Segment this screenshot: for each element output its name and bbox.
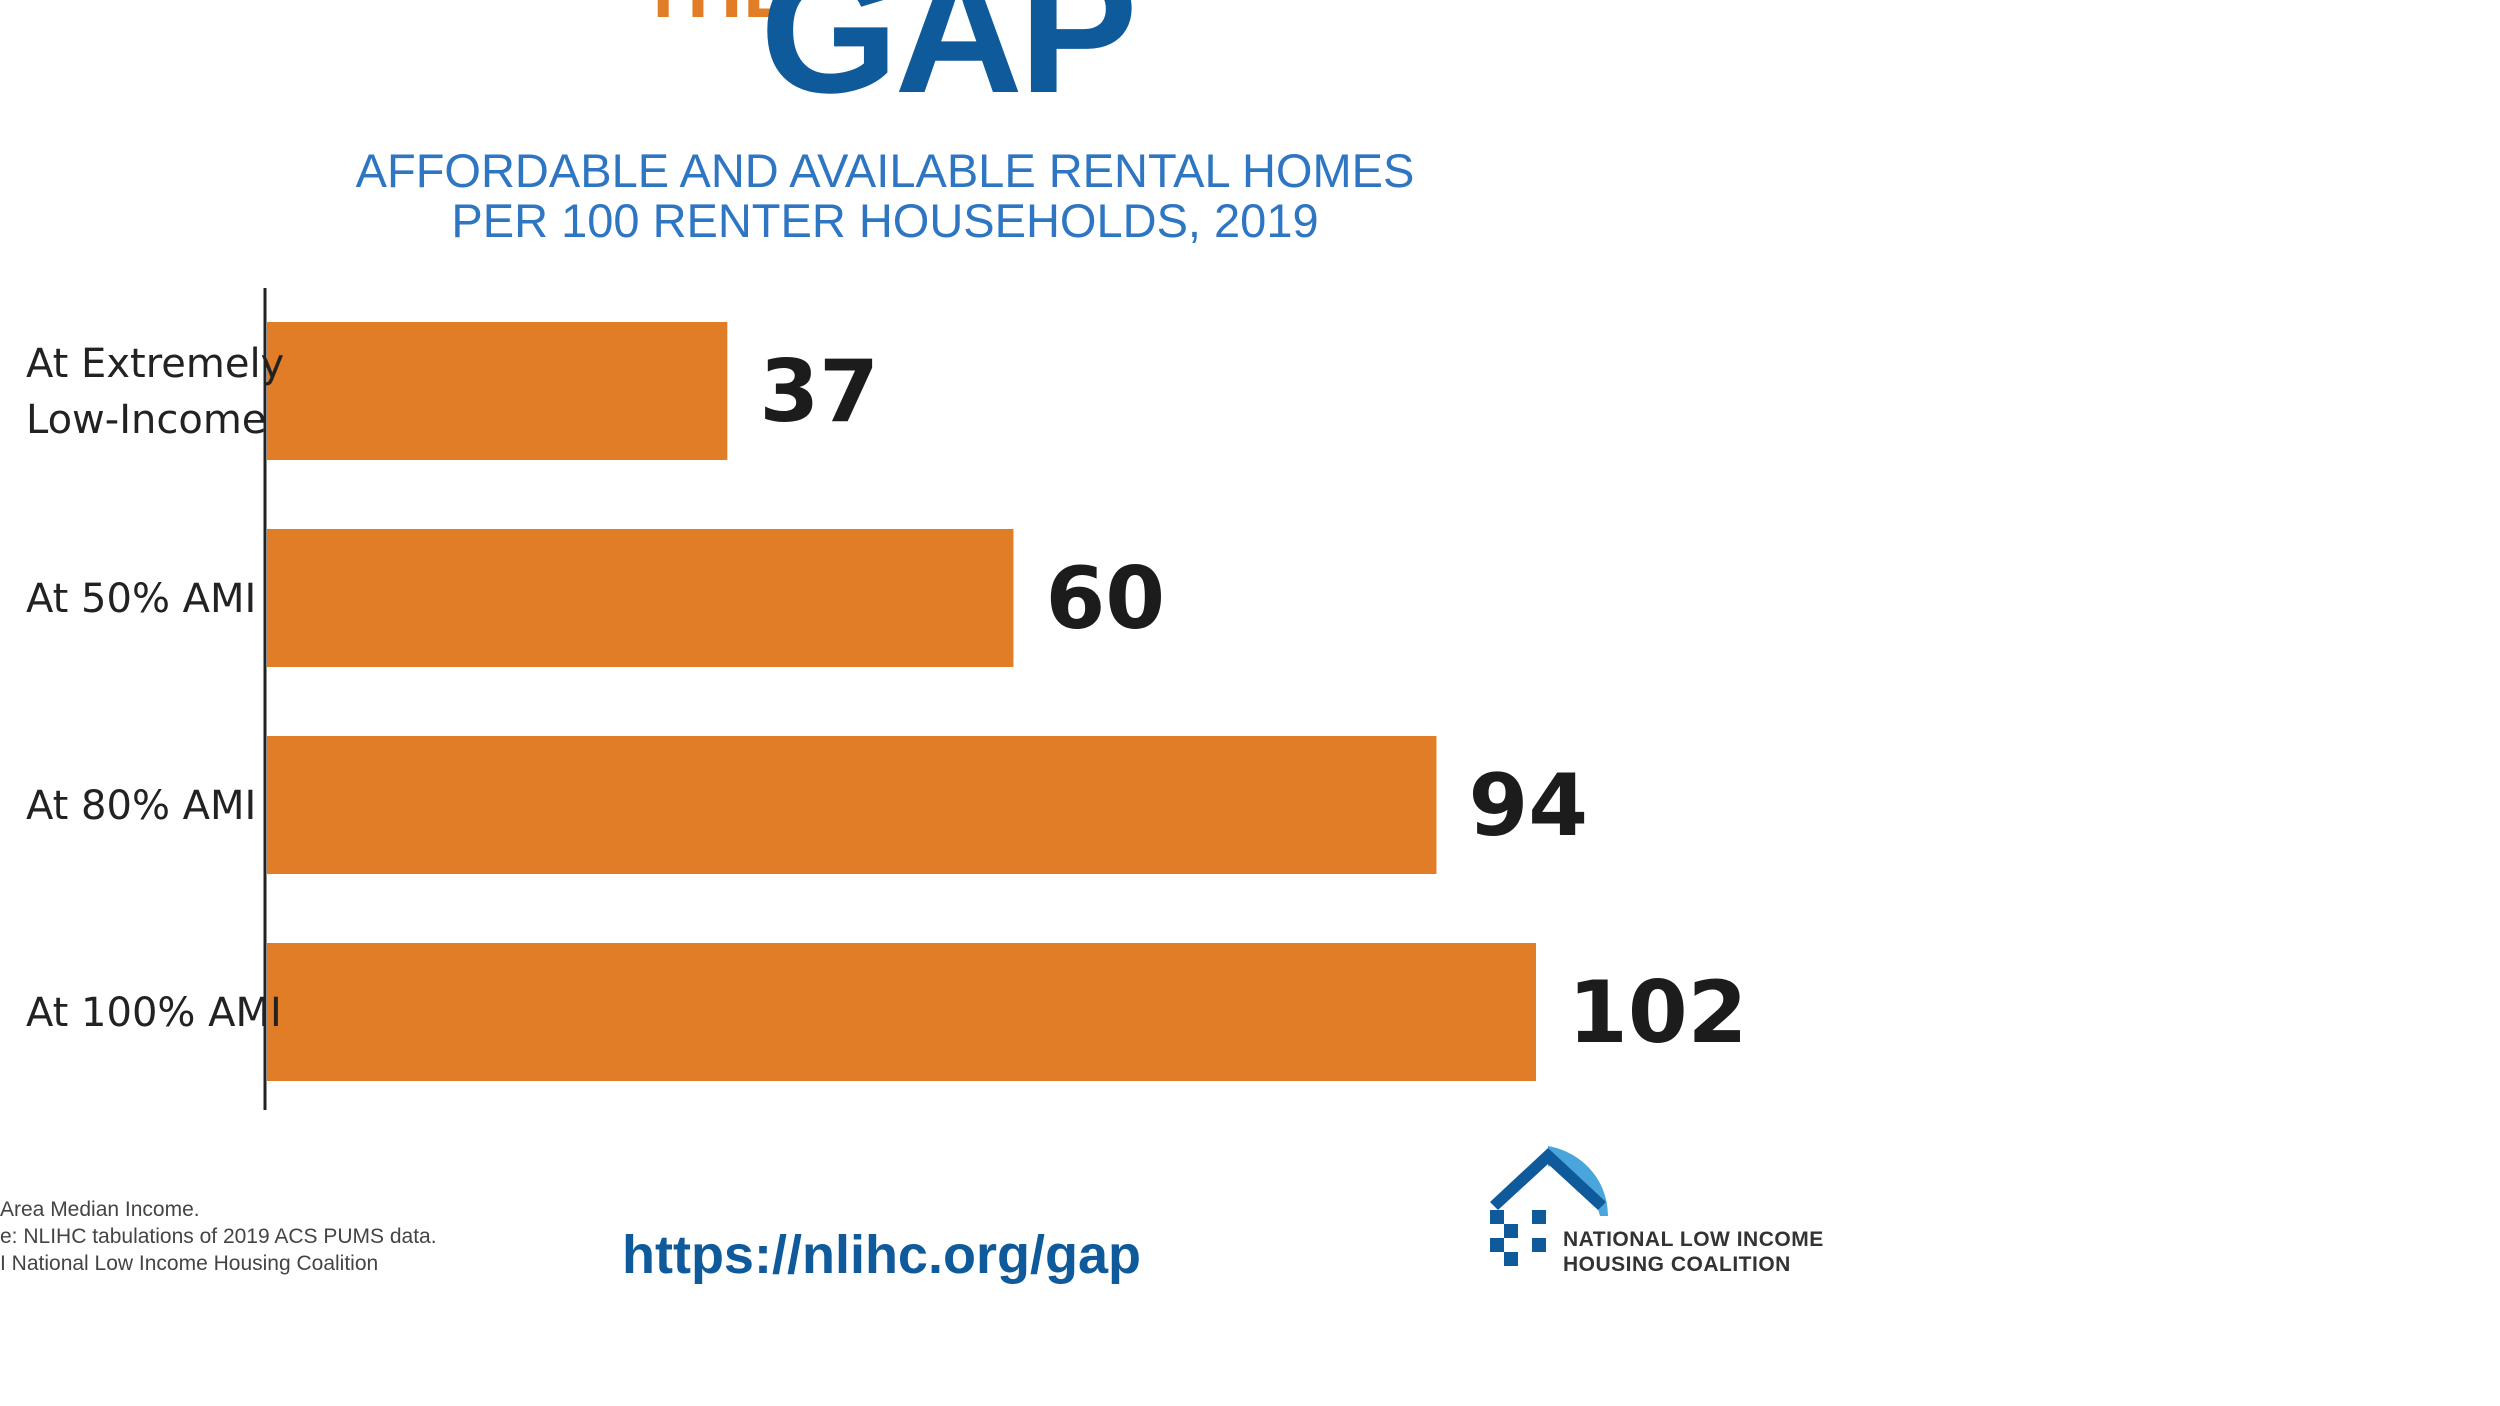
title-brand: GAP: [760, 0, 1138, 130]
footnote-ami: Area Median Income.: [0, 1198, 200, 1221]
bar-2: [267, 736, 1437, 874]
category-label-2: At 80% AMI: [26, 783, 256, 829]
bar-3: [267, 943, 1536, 1081]
logo-text-line2: HOUSING COALITION: [1563, 1253, 1791, 1276]
value-label-0: 37: [759, 342, 879, 442]
source-link[interactable]: https://nlihc.org/gap: [622, 1225, 1141, 1285]
category-label-0-line1: Low-Income: [26, 397, 266, 443]
category-label-0-line0: At Extremely: [26, 341, 284, 387]
footnote-source: e: NLIHC tabulations of 2019 ACS PUMS da…: [0, 1225, 437, 1248]
chart-subtitle-line2: PER 100 RENTER HOUSEHOLDS, 2019: [451, 194, 1319, 247]
value-label-3: 102: [1568, 963, 1748, 1063]
title-kicker: THE: [640, 0, 795, 35]
house-roof-logo-icon: [1490, 1146, 1608, 1266]
footnote-credit: I National Low Income Housing Coalition: [0, 1252, 379, 1275]
value-label-2: 94: [1468, 756, 1588, 856]
bar-0: [267, 322, 728, 460]
logo-text-line1: NATIONAL LOW INCOME: [1563, 1228, 1824, 1251]
value-label-1: 60: [1045, 549, 1165, 649]
category-label-1: At 50% AMI: [26, 576, 256, 622]
bar-1: [267, 529, 1014, 667]
chart-subtitle-line1: AFFORDABLE AND AVAILABLE RENTAL HOMES: [355, 144, 1415, 197]
category-label-3: At 100% AMI: [26, 990, 282, 1036]
